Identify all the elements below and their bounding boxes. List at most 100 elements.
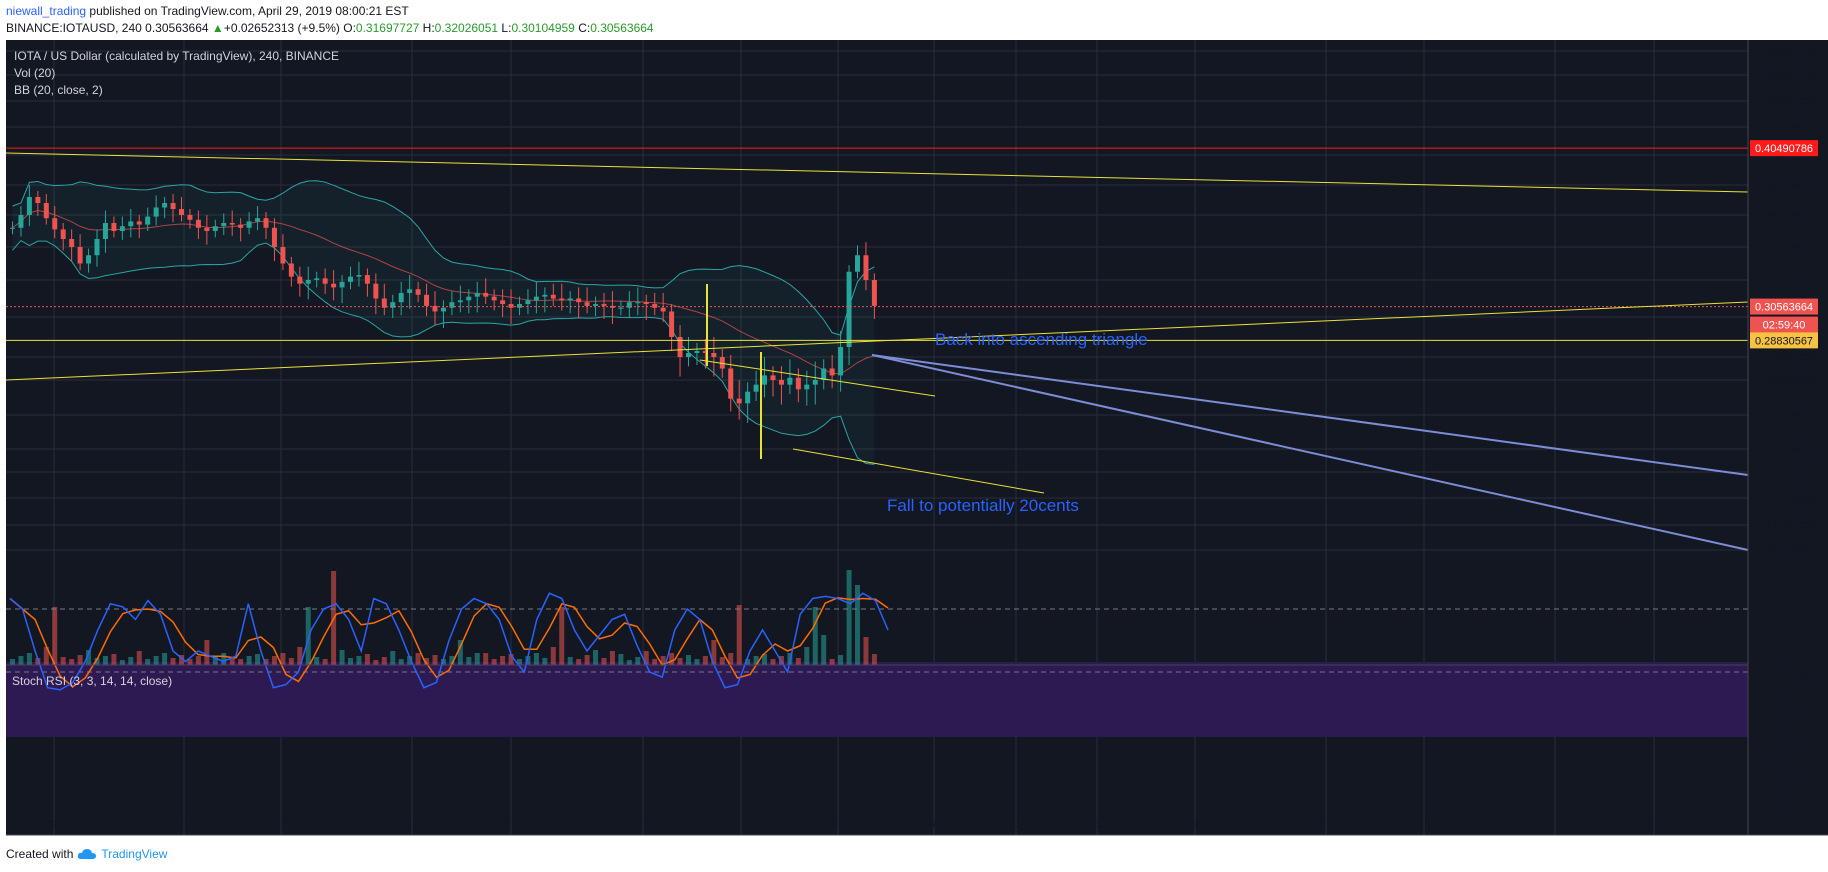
candle-body [238,224,244,228]
stoch-tick-label: 25.0000 [1768,764,1808,776]
volume-bar [424,658,430,665]
trend-lines[interactable] [5,147,1749,551]
volume-bar [432,655,438,665]
volume-bar [871,654,877,665]
time-tick-label: 22 [637,818,649,830]
candle-body [407,289,413,293]
candle-body [584,302,590,306]
volume-bar [483,653,489,665]
candle-body [212,226,218,231]
candle-body [263,218,269,228]
candle-body [466,296,472,301]
volume-bar [711,640,717,665]
upper-yellow-trendline[interactable] [5,152,1749,193]
volume-bar [390,651,396,665]
candle-body [517,304,522,308]
volume-bar [694,659,700,665]
volume-bar [686,655,691,665]
ascending-triangle-line[interactable] [5,301,1749,381]
candle-body [440,307,446,312]
volume-bar [86,650,92,665]
tradingview-cloud-icon [78,849,97,859]
candle-body [305,280,311,284]
candle-body [111,223,117,231]
time-tick-label: 28 [832,818,844,830]
volume-bar [153,656,159,665]
candle-body [567,298,573,301]
open-label: O: [343,21,356,35]
volume-bar [702,656,708,665]
candle-body [280,247,286,264]
candle-body [128,221,134,227]
volume-legend[interactable]: Vol (20) [14,66,55,80]
candle-body [364,275,370,284]
volume-bar [576,659,582,665]
price-tick-label: 0.24000000 [1757,444,1815,456]
stoch-axis[interactable]: 100.0000 75.0000 50.0000 25.0000 0.0000 [1768,669,1814,807]
target-trendline[interactable] [792,448,1045,494]
candle-body [474,292,480,297]
volume-bar [407,656,413,665]
candle-body [491,296,497,301]
price-axis[interactable]: 0.48000000 0.46000000 0.44000000 0.42000000… [1749,40,1828,835]
price-tick-label: 0.48000000 [1757,46,1815,58]
volume-bar [440,659,446,665]
stoch-legend[interactable]: Stoch RSI (3, 3, 14, 14, close) [12,674,172,688]
author-link[interactable]: niewall_trading [6,4,87,18]
volume-bar [10,659,15,665]
candle-body [221,223,227,227]
candle-body [449,302,455,308]
footer-brand[interactable]: TradingView [101,847,168,861]
candle-body [26,197,32,215]
candle-body [702,351,708,353]
candle-body [69,239,75,247]
price-tick-label: 0.34000000 [1757,242,1815,254]
bb-legend[interactable]: BB (20, close, 2) [14,83,103,97]
candle-body [424,294,430,306]
time-tick-label: 11 [275,818,286,830]
current-price-badge: 0.30563664 [1755,302,1813,314]
chart-title: IOTA / US Dollar (calculated by TradingV… [14,49,339,63]
time-tick-label: 9 [1192,818,1198,830]
candle-body [297,276,303,284]
volume-bar [855,585,860,665]
candle-body [846,271,852,347]
candle-body [686,353,691,357]
price-change: +0.02652313 (+9.5%) [223,21,340,35]
candle-body [10,227,15,229]
candle-body [609,305,615,308]
candle-body [812,380,818,385]
price-badges: 0.40490786 0.30563664 02:59:40 0.28830567 [1750,140,1818,349]
price-tick-label: 0.25500000 [1757,410,1815,422]
publish-line: niewall_trading published on TradingView… [6,4,409,18]
volume-bar [829,659,835,665]
candle-body [204,227,210,231]
price-tick-label: 0.27000000 [1757,375,1815,387]
volume-bar [187,659,193,665]
projection-line-2[interactable] [871,354,1749,551]
candle-body [533,296,539,301]
descending-trendline[interactable] [699,359,936,397]
volume-bar [838,655,844,665]
projection-line-1[interactable] [871,354,1749,476]
volume-bar [339,650,345,665]
volume-bar [736,605,742,665]
volume-bar [322,659,328,665]
price-chart[interactable]: 0.48000000 0.46000000 0.44000000 0.42000000… [0,40,1828,840]
stoch-tick-label: 75.0000 [1768,700,1808,712]
price-tick-label: 0.36000000 [1757,210,1815,222]
volume-bar [517,659,522,665]
candle-body [804,384,810,390]
volume-bar [728,653,734,665]
candle-body [821,368,827,380]
candle-body [829,368,835,376]
annotation-fall[interactable]: Fall to potentially 20cents [887,496,1079,515]
price-tick-label: 0.32000000 [1757,275,1815,287]
time-axis[interactable]: 4 8 11 15 18 22 25 28 May 12:00 6 9 13 16 20 23 [51,818,1660,830]
candle-body [136,221,142,225]
volume-bar [618,654,624,665]
annotation-triangle[interactable]: Back into ascending triangle [935,330,1148,349]
candle-body [153,207,159,217]
volume-bar [643,651,649,665]
volume-bar [69,659,75,665]
